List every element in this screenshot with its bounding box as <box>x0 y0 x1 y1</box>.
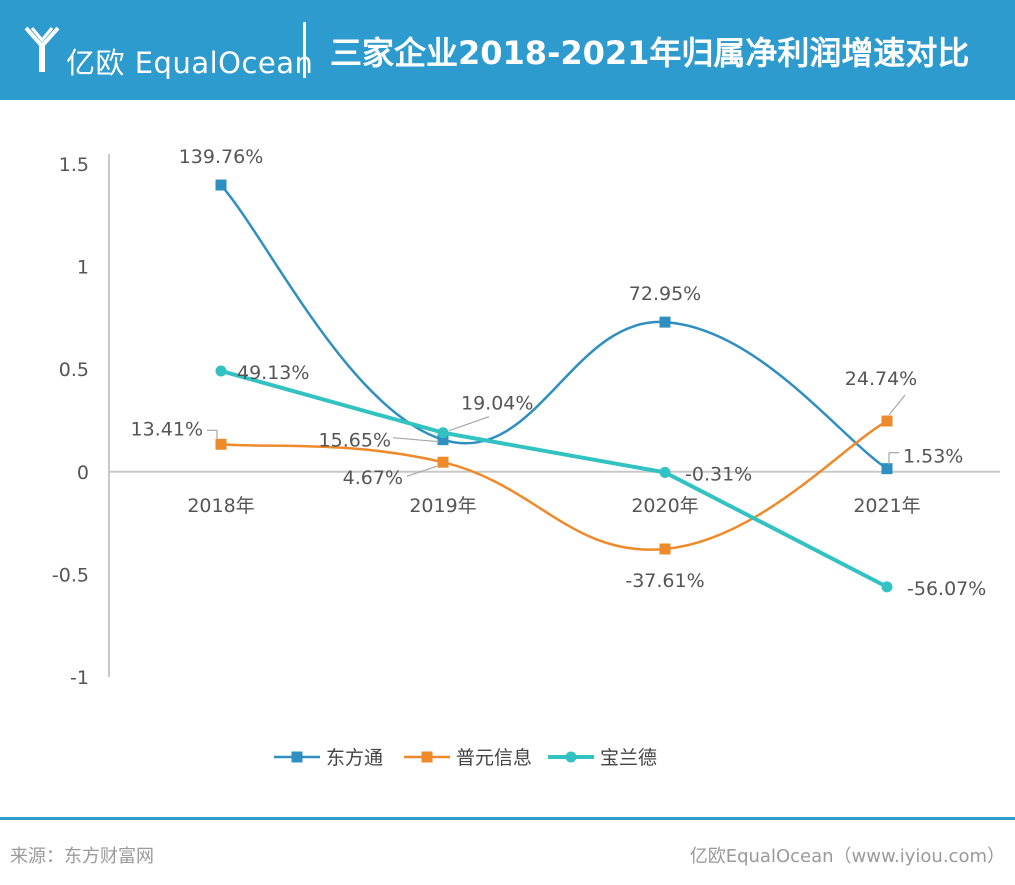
leader-line <box>406 465 438 477</box>
y-tick-label: 0.5 <box>59 359 89 381</box>
data-point <box>437 427 449 439</box>
footer-divider <box>0 817 1015 820</box>
x-tick-label: 2018年 <box>187 495 254 517</box>
data-label: -56.07% <box>907 578 986 600</box>
data-label: -0.31% <box>685 463 752 485</box>
data-label: 15.65% <box>319 430 391 452</box>
y-tick-label: 1.5 <box>59 154 89 176</box>
data-label: 72.95% <box>629 283 701 305</box>
x-tick-label: 2019年 <box>409 495 476 517</box>
legend-label: 东方通 <box>326 747 383 769</box>
series-line-2 <box>220 419 888 551</box>
legend-marker <box>291 751 303 763</box>
x-tick-label: 2021年 <box>853 495 920 517</box>
leader-line <box>448 416 490 432</box>
credit-note: 亿欧EqualOcean（www.iyiou.com） <box>689 846 1005 867</box>
data-label: 13.41% <box>131 418 203 440</box>
series-line-3 <box>220 369 888 589</box>
data-point <box>437 434 449 446</box>
data-point <box>881 581 893 593</box>
data-label: 24.74% <box>845 368 917 390</box>
leader-line <box>888 394 906 416</box>
data-point <box>659 466 671 478</box>
data-label: -37.61% <box>625 570 704 592</box>
legend-label: 宝兰德 <box>600 747 657 769</box>
data-point <box>659 543 671 555</box>
y-tick-label: -1 <box>70 667 89 689</box>
header-divider <box>303 22 306 78</box>
data-label: 1.53% <box>903 446 963 468</box>
x-tick-label: 2020年 <box>631 495 698 517</box>
y-tick-label: 1 <box>77 257 89 279</box>
data-label: 4.67% <box>343 467 403 489</box>
leader-line <box>392 437 440 443</box>
source-note: 来源：东方财富网 <box>10 846 154 867</box>
data-point <box>659 316 671 328</box>
data-point <box>215 365 227 377</box>
legend-marker <box>421 751 433 763</box>
equalocean-logo-icon <box>24 26 60 72</box>
page-title: 三家企业2018-2021年归属净利润增速对比 <box>330 34 970 72</box>
data-point <box>215 179 227 191</box>
data-point <box>437 456 449 468</box>
data-point <box>881 415 893 427</box>
data-point <box>881 463 893 475</box>
brand-name: 亿欧 EqualOcean <box>66 46 314 80</box>
header-banner: 亿欧 EqualOcean 三家企业2018-2021年归属净利润增速对比 <box>0 0 1015 100</box>
legend-marker <box>565 751 577 763</box>
y-tick-label: -0.5 <box>52 564 89 586</box>
data-label: 19.04% <box>461 393 533 415</box>
line-chart: 1.5 1 0.5 0 -0.5 -1 2018年 2019年 2020年 2021年 139.76… <box>52 146 1000 769</box>
series-line-1 <box>220 184 888 470</box>
legend-label: 普元信息 <box>456 747 532 769</box>
data-label: 49.13% <box>237 362 309 384</box>
y-tick-label: 0 <box>77 462 89 484</box>
data-label: 139.76% <box>179 146 264 168</box>
data-point <box>215 438 227 450</box>
